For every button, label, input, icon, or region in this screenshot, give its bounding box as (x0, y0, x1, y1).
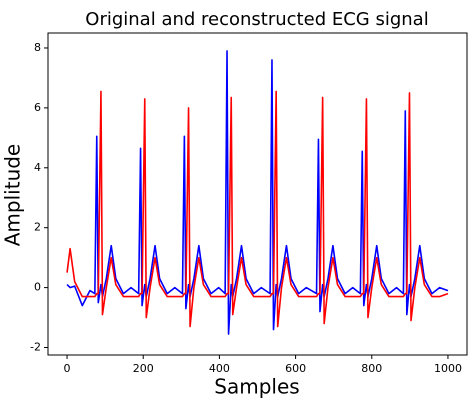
y-tick-label: -2 (30, 341, 41, 354)
series-line (66, 90, 449, 328)
x-axis-label: Samples (214, 375, 299, 399)
y-tick-label: 2 (34, 221, 41, 234)
y-axis-label: Amplitude (1, 144, 25, 247)
y-tick-label: 0 (34, 281, 41, 294)
x-tick-label: 800 (361, 362, 382, 375)
x-tick-label: 600 (285, 362, 306, 375)
x-tick-label: 400 (209, 362, 230, 375)
chart-title: Original and reconstructed ECG signal (85, 9, 428, 30)
x-tick-label: 1000 (434, 362, 462, 375)
x-tick-label: 200 (133, 362, 154, 375)
series-line (66, 50, 449, 335)
plot-frame (47, 32, 468, 356)
y-tick-label: 4 (34, 161, 41, 174)
x-tick-label: 0 (64, 362, 71, 375)
y-tick-label: 8 (34, 41, 41, 54)
y-tick-label: 6 (34, 101, 41, 114)
